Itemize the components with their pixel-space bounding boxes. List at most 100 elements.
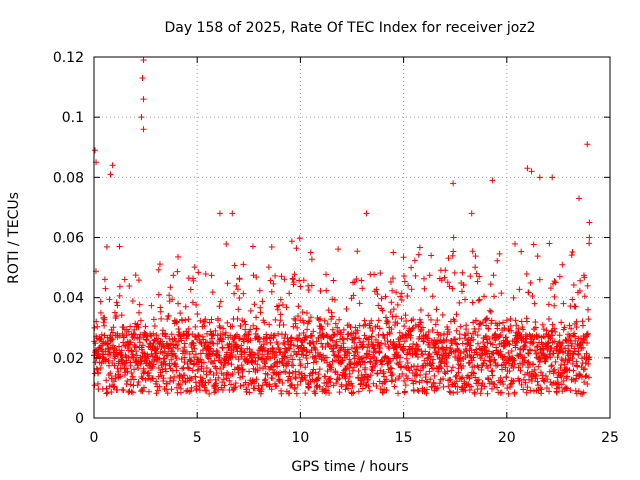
data-point (137, 360, 144, 367)
data-point (112, 353, 119, 360)
data-point (445, 255, 452, 262)
data-point (528, 168, 535, 175)
data-point (268, 363, 275, 370)
data-point (308, 256, 315, 263)
data-point (423, 390, 430, 397)
data-point (430, 380, 437, 387)
data-point (103, 385, 110, 392)
data-point (186, 374, 193, 381)
data-point (501, 325, 508, 332)
data-point (163, 386, 170, 393)
data-point (413, 366, 420, 373)
data-point (467, 342, 474, 349)
data-point (549, 174, 556, 181)
data-point (506, 341, 513, 348)
data-point (581, 379, 588, 386)
data-point (542, 358, 549, 365)
data-point (541, 378, 548, 385)
data-point (579, 390, 586, 397)
x-tick-label: 0 (90, 430, 99, 446)
data-point (505, 349, 512, 356)
data-point (322, 373, 329, 380)
data-point (361, 359, 368, 366)
data-point (366, 347, 373, 354)
data-point (198, 378, 205, 385)
data-point (247, 326, 254, 333)
data-point (329, 296, 336, 303)
data-point (510, 378, 517, 385)
data-point (207, 368, 214, 375)
data-point (486, 307, 493, 314)
data-point (288, 238, 295, 245)
data-point (265, 264, 272, 271)
data-point (153, 350, 160, 357)
data-point (312, 369, 319, 376)
data-point (177, 310, 184, 317)
data-point (178, 337, 185, 344)
data-point (292, 374, 299, 381)
data-point (155, 335, 162, 342)
data-point (191, 354, 198, 361)
data-point (118, 347, 125, 354)
data-point (193, 301, 200, 308)
data-point (156, 383, 163, 390)
data-point (245, 381, 252, 388)
data-point (98, 331, 105, 338)
data-point (556, 273, 563, 280)
data-point (281, 355, 288, 362)
data-point (127, 339, 134, 346)
data-point (399, 334, 406, 341)
data-point (192, 373, 199, 380)
data-point (567, 387, 574, 394)
data-point (512, 344, 519, 351)
data-point (491, 356, 498, 363)
data-point (399, 370, 406, 377)
data-point (107, 370, 114, 377)
data-point (410, 340, 417, 347)
data-point (472, 264, 479, 271)
data-point (113, 347, 120, 354)
data-point (277, 296, 284, 303)
data-point (232, 380, 239, 387)
data-point (554, 354, 561, 361)
data-point (426, 272, 433, 279)
data-point (577, 277, 584, 284)
data-point (312, 390, 319, 397)
data-point (231, 262, 238, 269)
data-point (472, 374, 479, 381)
data-point (434, 317, 441, 324)
data-point (554, 343, 561, 350)
data-point (551, 293, 558, 300)
data-point (408, 286, 415, 293)
data-point (139, 75, 146, 82)
data-point (452, 373, 459, 380)
data-point (539, 321, 546, 328)
data-point (481, 293, 488, 300)
data-point (351, 355, 358, 362)
data-point (316, 383, 323, 390)
data-point (310, 328, 317, 335)
data-point (253, 274, 260, 281)
y-axis-label: ROTI / TECUs (6, 192, 22, 284)
data-point (103, 243, 110, 250)
data-point (198, 363, 205, 370)
data-point (340, 326, 347, 333)
data-point (273, 352, 280, 359)
data-point (203, 387, 210, 394)
data-point (126, 282, 133, 289)
data-point (335, 246, 342, 253)
data-point (247, 307, 254, 314)
data-point (292, 375, 299, 382)
data-point (173, 367, 180, 374)
y-tick-label: 0.04 (53, 291, 84, 307)
data-point (295, 303, 302, 310)
data-point (494, 361, 501, 368)
data-point (336, 375, 343, 382)
data-point (570, 282, 577, 289)
data-point (518, 318, 525, 325)
data-point (216, 303, 223, 310)
data-point (353, 275, 360, 282)
data-point (290, 342, 297, 349)
data-point (333, 338, 340, 345)
